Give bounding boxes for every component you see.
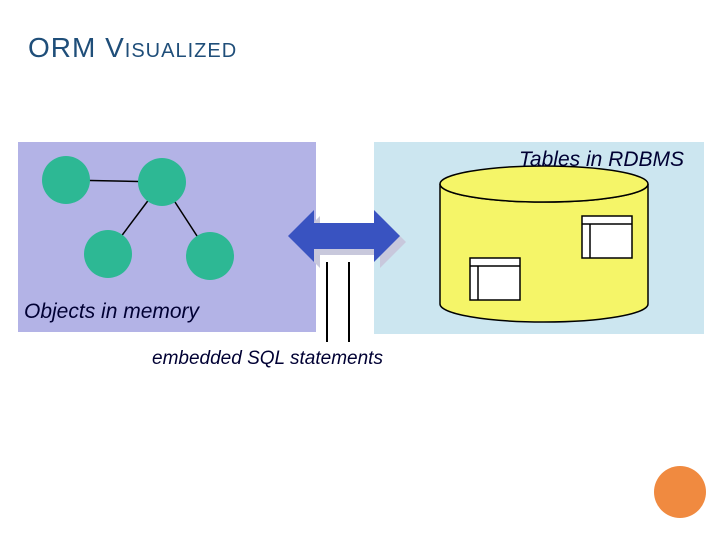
objects-panel: Objects in memory (18, 142, 316, 332)
objects-label: Objects in memory (24, 300, 199, 324)
cylinder (440, 166, 648, 322)
object-node (42, 156, 90, 204)
caption-text: embedded SQL statements (152, 348, 383, 370)
object-node (186, 232, 234, 280)
bidirectional-arrow-icon (288, 210, 400, 262)
connector-line-1 (326, 262, 328, 342)
object-node (138, 158, 186, 206)
rdbms-label: Tables in RDBMS (519, 148, 684, 172)
connector-line-2 (348, 262, 350, 342)
accent-circle (654, 466, 706, 518)
slide-title: ORM Visualized (28, 32, 237, 64)
rdbms-panel: Tables in RDBMS (374, 142, 704, 334)
object-node (84, 230, 132, 278)
